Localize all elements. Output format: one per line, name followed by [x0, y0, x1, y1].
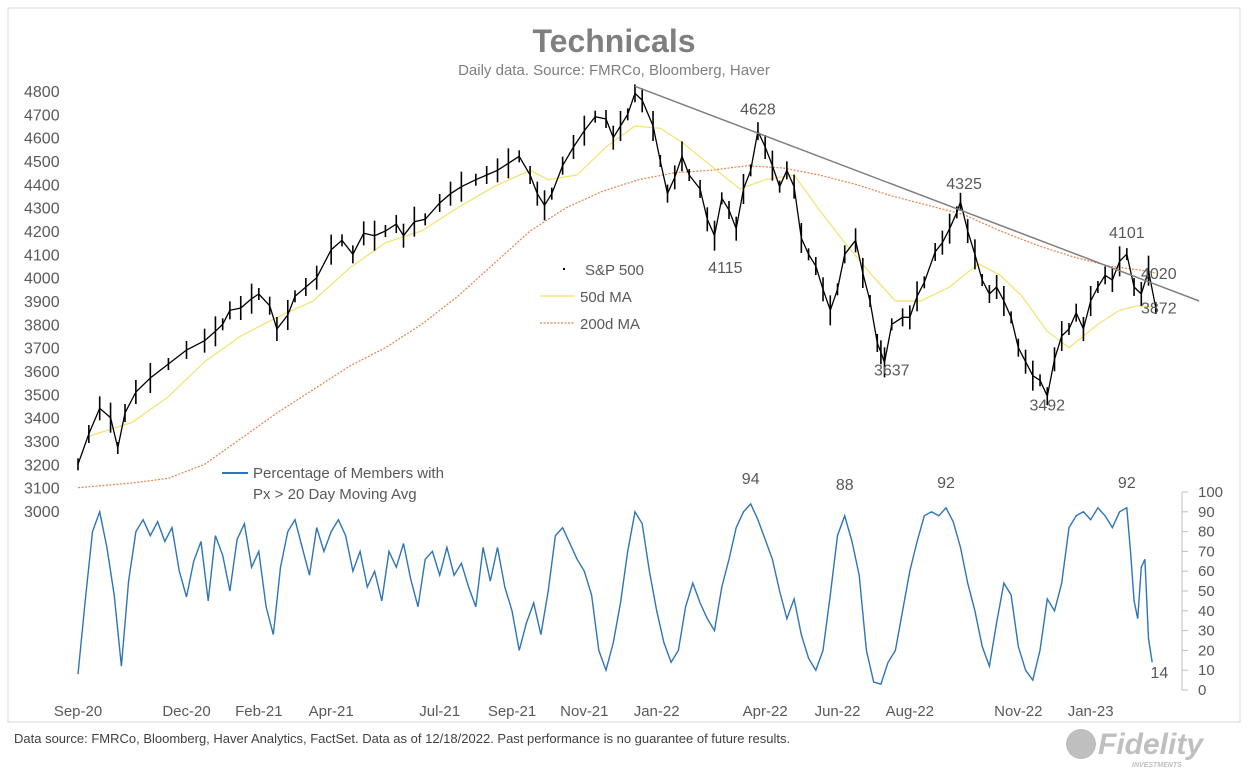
resistance-trendline	[634, 85, 1200, 302]
y-right-tick-label: 50	[1198, 583, 1215, 600]
annotation-label: 3637	[874, 363, 910, 380]
x-tick-label: Nov-22	[994, 703, 1042, 720]
x-tick-label: Sep-21	[488, 703, 536, 720]
x-tick-label: Jan-22	[634, 703, 680, 720]
y-right-tick-label: 80	[1198, 524, 1215, 541]
x-tick-label: Apr-21	[309, 703, 354, 720]
annotation-label: 92	[937, 475, 955, 492]
y-left-tick-label: 4200	[24, 224, 60, 241]
x-tick-label: Feb-21	[235, 703, 283, 720]
y-left-tick-label: 4300	[24, 201, 60, 218]
legend-breadth-label-line1: Percentage of Members with	[253, 465, 444, 482]
legend-spx-marker	[563, 268, 565, 270]
logo-globe-icon	[1066, 729, 1096, 759]
x-tick-label: Jul-21	[419, 703, 460, 720]
y-left-tick-label: 3200	[24, 457, 60, 474]
y-right-tick-label: 60	[1198, 563, 1215, 580]
chart-subtitle: Daily data. Source: FMRCo, Bloomberg, Ha…	[458, 62, 770, 79]
y-left-tick-label: 3800	[24, 317, 60, 334]
y-left-tick-label: 3900	[24, 294, 60, 311]
legend-breadth-label-line2: Px > 20 Day Moving Avg	[253, 486, 417, 503]
y-left-tick-label: 3500	[24, 387, 60, 404]
y-left-tick-label: 4800	[24, 84, 60, 101]
legend-spx-label: S&P 500	[585, 262, 644, 279]
y-left-tick-label: 4600	[24, 131, 60, 148]
y-right-tick-label: 90	[1198, 504, 1215, 521]
y-right-tick-label: 20	[1198, 642, 1215, 659]
chart-title: Technicals	[532, 23, 695, 59]
y-left-tick-label: 4500	[24, 154, 60, 171]
y-left-tick-label: 3000	[24, 504, 60, 521]
annotation-label: 92	[1118, 475, 1136, 492]
y-left-tick-label: 3600	[24, 364, 60, 381]
annotation-label: 94	[742, 471, 760, 488]
x-tick-label: Jun-22	[815, 703, 861, 720]
end-value-label: 3872	[1141, 301, 1177, 318]
annotation-label: 4325	[946, 176, 982, 193]
x-tick-label: Sep-20	[54, 703, 102, 720]
ma200-line	[77, 165, 1156, 489]
annotation-label: 14	[1150, 665, 1168, 682]
y-left-tick-label: 3100	[24, 481, 60, 498]
legend-ma50-label: 50d MA	[580, 289, 632, 306]
x-tick-label: Dec-20	[162, 703, 210, 720]
x-tick-label: Nov-21	[560, 703, 608, 720]
x-tick-label: Apr-22	[743, 703, 788, 720]
y-right-tick-label: 70	[1198, 543, 1215, 560]
fidelity-logo: Fidelity INVESTMENTS	[1066, 728, 1204, 769]
annotation-label: 4115	[708, 260, 743, 277]
annotation-label: 4101	[1109, 225, 1145, 242]
y-left-tick-label: 4700	[24, 107, 60, 124]
y-left-tick-label: 3300	[24, 434, 60, 451]
breadth-line	[77, 502, 1153, 685]
x-tick-label: Aug-22	[886, 703, 934, 720]
logo-subtext: INVESTMENTS	[1132, 762, 1182, 769]
x-tick-label: Jan-23	[1068, 703, 1114, 720]
y-right-tick-label: 10	[1198, 662, 1215, 679]
y-left-tick-label: 3700	[24, 341, 60, 358]
legend-ma200-label: 200d MA	[580, 316, 640, 333]
y-right-tick-label: 30	[1198, 623, 1215, 640]
y-right-tick-label: 40	[1198, 603, 1215, 620]
annotation-label: 4628	[740, 101, 776, 118]
logo-text: Fidelity	[1098, 728, 1204, 761]
end-value-label: 4020	[1141, 266, 1177, 283]
y-left-tick-label: 4000	[24, 271, 60, 288]
footer-disclaimer: Data source: FMRCo, Bloomberg, Haver Ana…	[14, 731, 790, 746]
y-right-tick-label: 0	[1198, 682, 1206, 699]
annotation-label: 3492	[1029, 398, 1065, 415]
chart-border	[7, 7, 1241, 723]
ma50-line	[88, 125, 1156, 437]
y-left-tick-label: 4400	[24, 177, 60, 194]
y-right-tick-label: 100	[1198, 484, 1223, 501]
plot-area: 3000 3100 3200 3300 3400 3500 3600 3700 3800 3900…	[24, 84, 1223, 720]
annotation-label: 88	[836, 477, 854, 494]
y-left-tick-label: 4100	[24, 247, 60, 264]
y-left-tick-label: 3400	[24, 411, 60, 428]
